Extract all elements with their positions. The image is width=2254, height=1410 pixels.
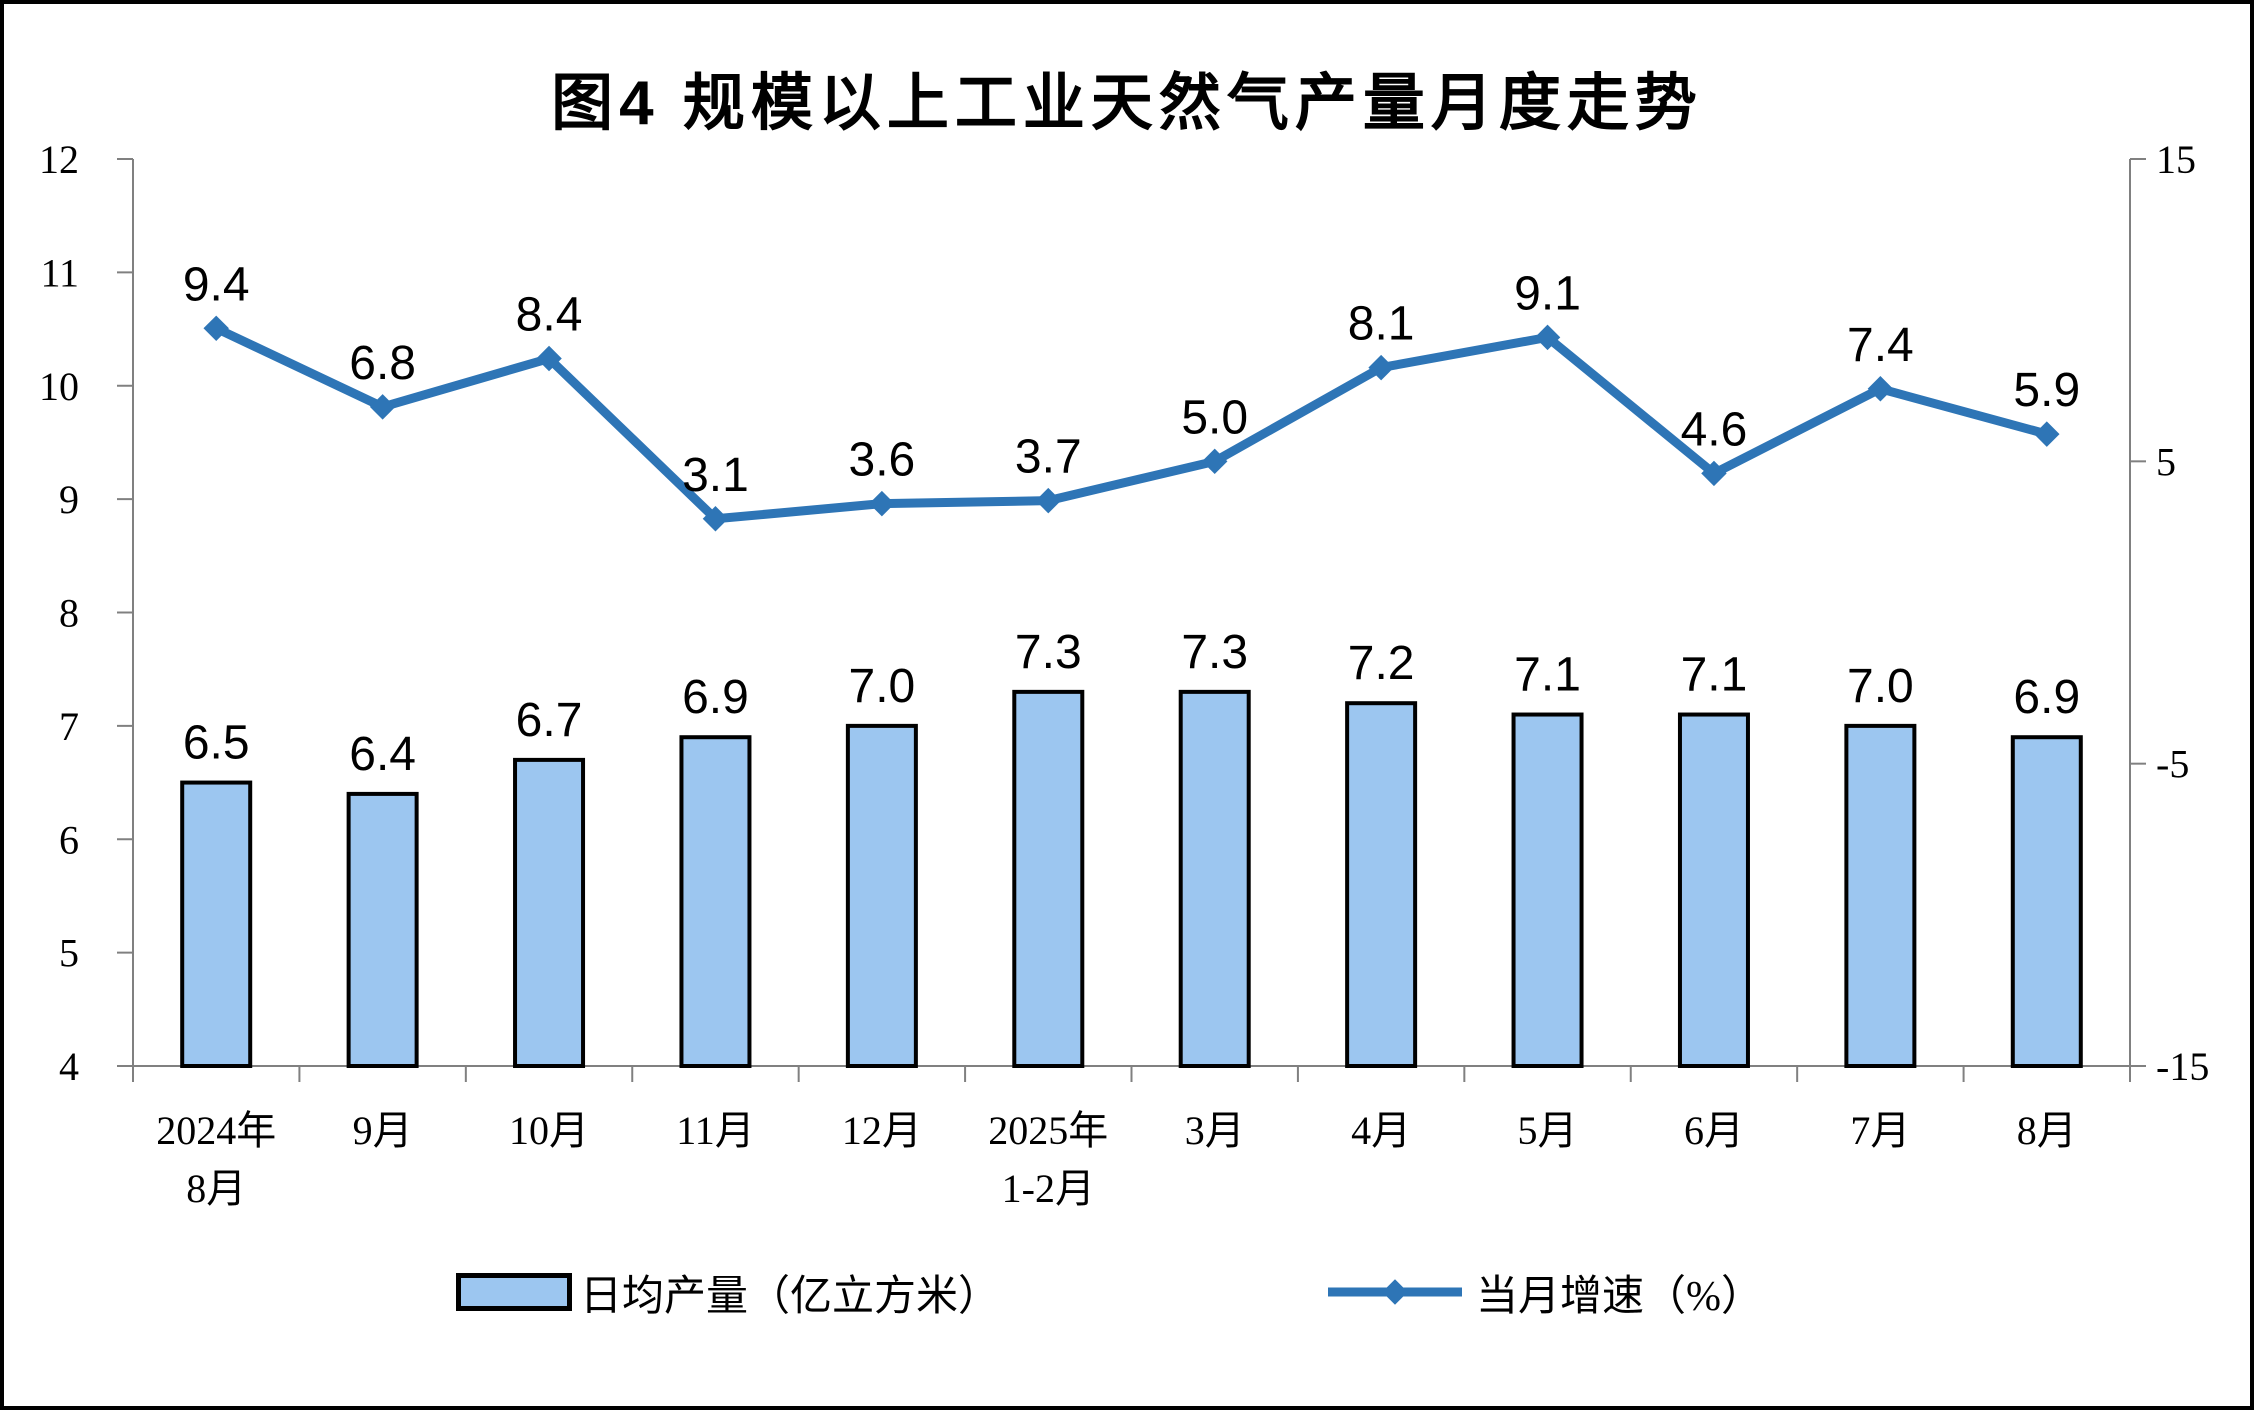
left-tick-label-12: 12 (39, 137, 79, 182)
bar-label-11: 6.9 (2013, 671, 2080, 724)
bar-9 (1677, 712, 1750, 1068)
line-label-6: 5.0 (1181, 391, 1248, 444)
line-point-5 (1035, 487, 1062, 514)
chart-title: 图4 规模以上工业天然气产量月度走势 (551, 69, 1703, 138)
line-label-4: 3.6 (849, 434, 916, 487)
x-label-4: 12月 (842, 1108, 922, 1153)
bar-3 (679, 735, 752, 1069)
right-tick-label-5: 5 (2156, 439, 2176, 484)
line-point-1 (369, 394, 396, 420)
left-tick-label-10: 10 (39, 364, 79, 409)
left-tick-label-11: 11 (40, 250, 79, 295)
bar-5 (1012, 689, 1085, 1068)
legend-bar-swatch-icon (456, 1273, 572, 1311)
x-label-8: 5月 (1518, 1108, 1578, 1153)
x-label-1: 9月 (353, 1108, 413, 1153)
x-label-7: 4月 (1351, 1108, 1411, 1153)
x-label-3: 11月 (676, 1108, 755, 1153)
line-point-11 (2034, 421, 2060, 447)
bar-label-3: 6.9 (682, 671, 749, 724)
left-tick-label-7: 7 (59, 704, 79, 749)
line-point-2 (536, 345, 562, 372)
legend: 日均产量（亿立方米） 当月增速（%） (4, 1260, 2250, 1324)
bar-label-8: 7.1 (1514, 649, 1581, 702)
bar-label-10: 7.0 (1847, 660, 1914, 713)
line-point-4 (869, 490, 895, 517)
bar-label-1: 6.4 (349, 728, 416, 781)
bar-6 (1178, 689, 1251, 1068)
bar-1 (346, 791, 419, 1069)
left-tick-label-6: 6 (59, 817, 79, 862)
line-label-10: 7.4 (1847, 319, 1914, 372)
right-tick-label--5: -5 (2156, 742, 2189, 787)
line-label-1: 6.8 (349, 337, 416, 390)
line-label-11: 5.9 (2013, 364, 2080, 417)
bar-label-4: 7.0 (849, 660, 916, 713)
bar-label-0: 6.5 (183, 717, 250, 770)
bar-10 (1844, 723, 1917, 1068)
legend-line-label: 当月增速（%） (1476, 1273, 1763, 1320)
bar-label-6: 7.3 (1181, 626, 1248, 679)
x-label-5-line2: 1-2月 (1002, 1166, 1095, 1211)
x-label-0: 2024年 (156, 1108, 276, 1153)
bar-label-9: 7.1 (1681, 649, 1748, 702)
line-label-3: 3.1 (682, 449, 749, 502)
legend-item-growth-rate: 当月增速（%） (1322, 1260, 1763, 1324)
x-label-11: 8月 (2017, 1108, 2077, 1153)
legend-bar-label: 日均产量（亿立方米） (580, 1273, 1001, 1320)
left-tick-label-9: 9 (59, 477, 79, 522)
bar-label-5: 7.3 (1015, 626, 1082, 679)
legend-line-swatch-icon (1328, 1279, 1462, 1305)
bar-8 (1511, 712, 1584, 1068)
plot-area: 4 5 6 7 8 9 10 11 12 -15 -5 5 15 6.5 6.4 6.7 6.9 7.0 7.3 7.… (39, 137, 2209, 1211)
line-label-7: 8.1 (1348, 298, 1415, 351)
x-label-9: 6月 (1684, 1108, 1744, 1153)
x-label-5: 2025年 (988, 1108, 1108, 1153)
x-label-0-line2: 8月 (186, 1166, 246, 1211)
x-label-10: 7月 (1850, 1108, 1910, 1153)
legend-line-swatch-diamond (1382, 1279, 1408, 1305)
line-label-2: 8.4 (516, 289, 583, 342)
x-label-2: 10月 (509, 1108, 589, 1153)
left-tick-label-4: 4 (59, 1044, 79, 1089)
bar-4 (845, 723, 918, 1068)
line-label-9: 4.6 (1681, 403, 1748, 456)
bar-7 (1345, 701, 1418, 1068)
bar-label-2: 6.7 (516, 694, 583, 747)
bar-2 (513, 757, 586, 1068)
bar-label-7: 7.2 (1348, 637, 1415, 690)
line-label-5: 3.7 (1015, 431, 1082, 484)
line-label-8: 9.1 (1514, 267, 1581, 320)
legend-item-daily-output: 日均产量（亿立方米） (456, 1260, 1000, 1324)
line-point-3 (702, 506, 729, 532)
line-point-0 (203, 315, 229, 342)
left-tick-label-8: 8 (59, 591, 79, 636)
growth-line (211, 323, 2052, 524)
left-tick-label-5: 5 (59, 931, 79, 976)
line-label-0: 9.4 (183, 258, 250, 311)
right-tick-label--15: -15 (2156, 1044, 2209, 1089)
right-tick-label-15: 15 (2156, 137, 2196, 182)
bar-11 (2010, 735, 2083, 1069)
bar-0 (180, 780, 253, 1068)
x-label-6: 3月 (1185, 1108, 1245, 1153)
